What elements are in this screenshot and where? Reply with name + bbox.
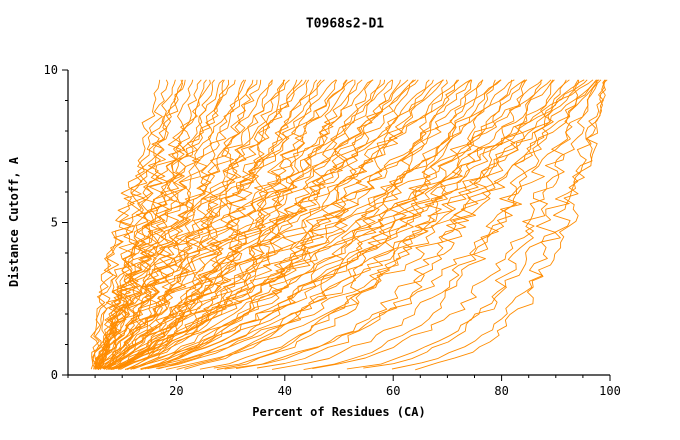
model-curve [140, 79, 554, 371]
model-curve [303, 79, 555, 371]
model-curve [363, 79, 579, 369]
model-curve [94, 79, 230, 370]
model-curve [116, 79, 515, 369]
model-curve [184, 79, 448, 370]
model-curve [312, 79, 598, 369]
y-axis-label: Distance Cutoff, A [7, 156, 21, 288]
model-curve [156, 79, 600, 369]
model-curve [147, 79, 394, 370]
x-tick-label: 20 [169, 384, 183, 398]
model-curve [98, 79, 325, 370]
model-curve [415, 79, 606, 371]
model-curve [391, 79, 606, 370]
model-curve [216, 79, 496, 370]
model-curve [108, 79, 594, 371]
y-tick-label: 0 [51, 368, 58, 382]
model-curve [96, 79, 247, 369]
model-curve [102, 79, 472, 370]
x-tick-label: 40 [278, 384, 292, 398]
model-curve [99, 79, 374, 369]
model-curve [112, 79, 585, 370]
x-tick-label: 80 [494, 384, 508, 398]
model-curve [94, 79, 354, 369]
model-curve [114, 79, 356, 369]
model-curve [109, 79, 416, 369]
model-curve [94, 79, 186, 369]
model-curve [165, 79, 599, 370]
model-curve [124, 79, 501, 370]
model-curve [97, 79, 224, 370]
model-curve [111, 79, 552, 371]
model-curve [199, 79, 512, 370]
model-curve [114, 79, 526, 370]
y-tick-label: 10 [44, 63, 58, 77]
model-curve [90, 79, 176, 370]
model-curve [100, 79, 348, 369]
model-curve [130, 79, 543, 370]
model-curve [128, 79, 570, 369]
model-curve [147, 79, 588, 369]
model-curve [92, 79, 161, 369]
y-tick-label: 5 [51, 216, 58, 230]
model-curve [100, 79, 273, 369]
model-curve [133, 79, 597, 370]
model-curve [103, 79, 502, 370]
model-curve [346, 79, 608, 370]
model-curve [130, 79, 347, 370]
model-curve [144, 79, 430, 370]
model-curve [95, 79, 273, 369]
x-tick-label: 60 [386, 384, 400, 398]
model-curve [97, 79, 245, 371]
model-curve [104, 79, 460, 370]
model-curve [91, 79, 236, 370]
chart-title: T0968s2-D1 [305, 16, 385, 32]
model-curve [103, 79, 286, 370]
model-curve [95, 79, 419, 370]
x-axis-label: Percent of Residues (CA) [252, 405, 426, 419]
model-curve [97, 79, 337, 369]
model-curve [224, 79, 602, 370]
model-curve [99, 79, 307, 370]
model-curve [98, 79, 169, 370]
model-curve [100, 79, 386, 369]
model-curve [117, 79, 444, 369]
model-curve [106, 79, 444, 371]
model-curve [96, 79, 184, 370]
model-curve [97, 79, 290, 370]
model-curve [176, 79, 484, 370]
x-tick-label: 100 [599, 384, 621, 398]
model-curve [103, 79, 393, 369]
